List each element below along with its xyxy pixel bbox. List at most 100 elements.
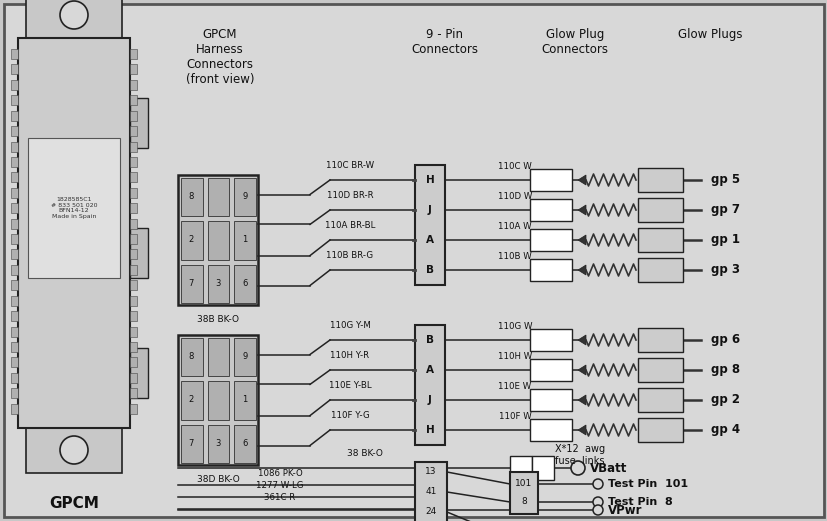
Text: GPCM: GPCM [49,495,98,511]
Text: 41: 41 [425,488,436,497]
Text: 2: 2 [189,235,194,244]
Bar [11,172,18,182]
Text: 110D BR-R: 110D BR-R [327,191,373,200]
Text: gp 4: gp 4 [710,424,739,437]
Bar [26,0,122,38]
Text: 1828585C1
# 833 501 020
BFN14-12
Made in Spain: 1828585C1 # 833 501 020 BFN14-12 Made in… [50,197,97,219]
Bar [208,265,229,303]
Circle shape [60,1,88,29]
Bar [234,381,256,420]
Text: B: B [425,335,433,345]
Bar [234,338,256,376]
Text: 110A BR-BL: 110A BR-BL [324,221,375,230]
Polygon shape [577,235,586,245]
Text: VBatt: VBatt [590,462,627,475]
Bar [529,389,571,411]
Bar [414,165,444,285]
Text: 361C R: 361C R [264,493,295,502]
Bar [11,203,18,213]
Bar [11,80,18,90]
Bar [11,327,18,337]
Bar [130,110,136,121]
Text: 110H W: 110H W [497,352,532,361]
Bar [130,49,136,59]
Bar [208,338,229,376]
Bar [11,311,18,321]
Text: J: J [428,205,432,215]
Text: 24: 24 [425,507,436,516]
Bar [11,265,18,275]
Bar [130,342,136,352]
Text: 110G W: 110G W [497,322,532,331]
Text: 9: 9 [241,192,247,201]
Bar [130,95,136,105]
Bar [28,138,120,278]
Bar [638,198,682,222]
Text: 1277 W-LG: 1277 W-LG [256,481,304,490]
Text: 6: 6 [241,439,247,448]
Bar [181,265,203,303]
Bar [11,234,18,244]
Bar [529,359,571,381]
Polygon shape [577,335,586,345]
Polygon shape [577,365,586,375]
Bar [11,95,18,105]
Polygon shape [577,395,586,405]
Text: gp 1: gp 1 [710,233,739,246]
Bar [130,388,136,398]
Text: 110C W: 110C W [498,162,531,171]
Polygon shape [577,205,586,215]
Bar [529,259,571,281]
Bar [638,328,682,352]
Bar [11,188,18,198]
Text: gp 8: gp 8 [710,364,739,377]
Bar [130,295,136,306]
Text: 8: 8 [189,352,194,361]
Text: gp 7: gp 7 [710,204,739,217]
Text: gp 2: gp 2 [710,393,739,406]
Bar [130,373,136,383]
Bar [529,329,571,351]
Bar [11,373,18,383]
Bar [130,65,136,75]
Polygon shape [577,425,586,435]
Text: 101: 101 [514,479,532,489]
Text: 9: 9 [241,352,247,361]
Text: 8: 8 [520,498,526,506]
Bar [181,221,203,259]
Bar [208,221,229,259]
Bar [130,265,136,275]
Text: H: H [425,425,434,435]
Text: 38B BK-O: 38B BK-O [197,315,239,324]
Text: Test Pin  8: Test Pin 8 [607,497,672,507]
Bar [532,456,553,480]
Text: GPCM
Harness
Connectors
(front view): GPCM Harness Connectors (front view) [185,28,254,86]
Text: Glow Plugs: Glow Plugs [677,28,741,41]
Text: VPwr: VPwr [607,503,642,516]
Bar [11,295,18,306]
Text: 1086 PK-O: 1086 PK-O [257,469,302,478]
Bar [130,311,136,321]
Bar [208,178,229,216]
Bar [130,80,136,90]
Bar [208,425,229,463]
Text: 110B W: 110B W [498,252,531,261]
Text: 1: 1 [241,395,247,404]
Bar [178,335,258,465]
Bar [11,49,18,59]
Bar [130,357,136,367]
Text: 110A W: 110A W [498,222,531,231]
Text: 110E Y-BL: 110E Y-BL [328,381,370,390]
Circle shape [60,436,88,464]
Circle shape [592,479,602,489]
Polygon shape [577,265,586,275]
Bar [529,199,571,221]
Bar [234,221,256,259]
Bar [208,381,229,420]
Text: 110F Y-G: 110F Y-G [330,411,369,420]
Bar [178,175,258,305]
Text: gp 3: gp 3 [710,264,739,277]
Bar [130,126,136,136]
Circle shape [592,505,602,515]
Text: 7: 7 [189,439,194,448]
